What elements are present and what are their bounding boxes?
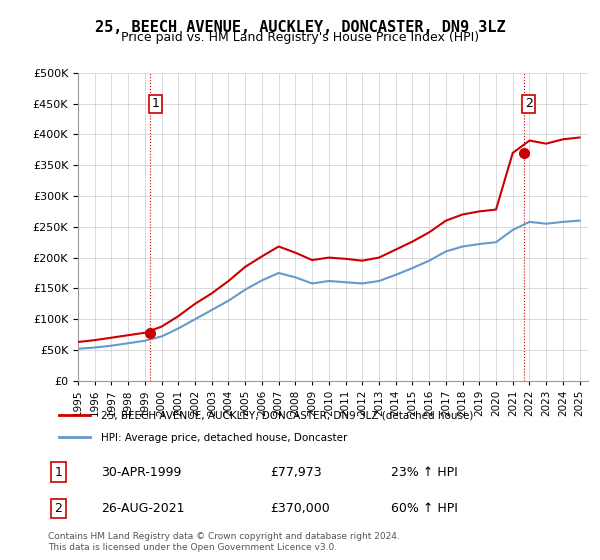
Text: 2: 2 — [525, 97, 533, 110]
Text: 25, BEECH AVENUE, AUCKLEY, DONCASTER, DN9 3LZ (detached house): 25, BEECH AVENUE, AUCKLEY, DONCASTER, DN… — [101, 410, 473, 421]
Text: £77,973: £77,973 — [270, 465, 322, 479]
Text: 25, BEECH AVENUE, AUCKLEY, DONCASTER, DN9 3LZ: 25, BEECH AVENUE, AUCKLEY, DONCASTER, DN… — [95, 20, 505, 35]
Text: 1: 1 — [151, 97, 160, 110]
Text: 26-AUG-2021: 26-AUG-2021 — [101, 502, 184, 515]
Text: 60% ↑ HPI: 60% ↑ HPI — [391, 502, 458, 515]
Text: 1: 1 — [55, 465, 62, 479]
Text: Contains HM Land Registry data © Crown copyright and database right 2024.
This d: Contains HM Land Registry data © Crown c… — [48, 532, 400, 552]
Text: 23% ↑ HPI: 23% ↑ HPI — [391, 465, 458, 479]
Text: £370,000: £370,000 — [270, 502, 329, 515]
Text: 30-APR-1999: 30-APR-1999 — [101, 465, 181, 479]
Text: 2: 2 — [55, 502, 62, 515]
Text: Price paid vs. HM Land Registry's House Price Index (HPI): Price paid vs. HM Land Registry's House … — [121, 31, 479, 44]
Text: HPI: Average price, detached house, Doncaster: HPI: Average price, detached house, Donc… — [101, 433, 347, 443]
